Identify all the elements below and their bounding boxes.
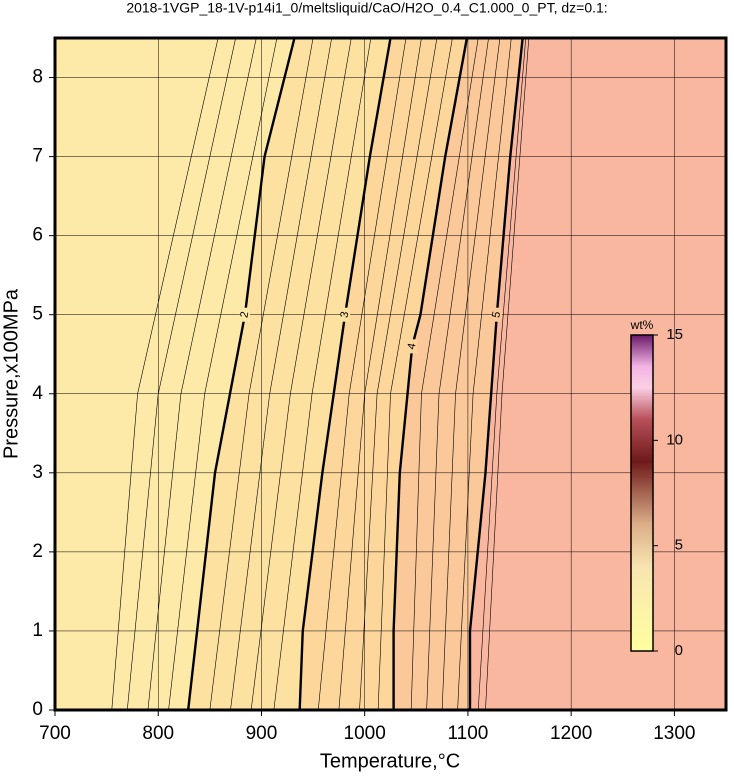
x-tick-label: 700 — [39, 723, 71, 744]
chart-title: 2018-1VGP_18-1V-p14i1_0/meltsliquid/CaO/… — [126, 0, 607, 16]
contour-line — [441, 38, 501, 710]
colorbar-tick-label: 0 — [675, 642, 683, 659]
contour-line — [485, 38, 530, 710]
contour-line — [317, 38, 407, 710]
y-tick-label: 6 — [32, 225, 43, 246]
contour-label: 4 — [406, 342, 419, 350]
contour-line — [468, 38, 524, 710]
contour-line — [426, 38, 489, 710]
colorbar-tick-label: 10 — [666, 431, 683, 448]
contour-line — [377, 38, 453, 710]
contour-line — [209, 38, 314, 710]
contour-line — [126, 38, 236, 710]
contour-label: 2 — [238, 311, 251, 319]
x-tick-label: 1000 — [344, 723, 386, 744]
x-tick-label: 1100 — [447, 723, 488, 744]
colorbar-tick-label: 5 — [675, 537, 683, 554]
contour-line — [410, 38, 479, 710]
x-tick-label: 1300 — [653, 723, 695, 744]
y-axis-label: Pressure,x100MPa — [0, 288, 22, 459]
contour-label-bg — [407, 339, 418, 354]
y-tick-label: 5 — [32, 304, 43, 325]
contour-line — [298, 38, 392, 710]
contour-line — [230, 38, 332, 710]
contour-fill — [55, 38, 295, 710]
y-tick-label: 1 — [32, 620, 43, 641]
y-tick-label: 3 — [32, 462, 43, 483]
x-tick-label: 800 — [142, 723, 174, 744]
plot-area: 5 4 3 2 — [55, 38, 726, 710]
contour-label-bg — [491, 307, 502, 322]
contour-line — [338, 38, 422, 710]
overlay: 700 800 900 1000 1100 1200 1300 0 1 2 3 4 5 6 7 8 wt% 0 5 1… — [32, 36, 728, 744]
contour-line — [111, 38, 219, 710]
y-tick-label: 4 — [32, 383, 43, 404]
contour-label: 5 — [490, 311, 503, 319]
x-tick-label: 900 — [246, 723, 278, 744]
contour-line — [250, 38, 352, 710]
contour-line — [147, 38, 257, 710]
colorbar-tick-label: 15 — [666, 326, 683, 343]
plot-frame — [53, 36, 728, 712]
contour-line — [457, 38, 512, 710]
contour-line — [168, 38, 278, 710]
y-tick-label: 8 — [32, 67, 43, 88]
x-tick-label: 1200 — [550, 723, 592, 744]
contour-line — [359, 38, 438, 710]
colorbar-label: wt% — [630, 318, 654, 332]
x-axis-label: Temperature,°C — [320, 750, 460, 772]
contour-label: 3 — [339, 311, 352, 319]
contour-label-bg — [239, 307, 250, 322]
contour-label-bg — [340, 307, 351, 322]
y-tick-label: 7 — [32, 146, 43, 167]
contour-line — [477, 38, 527, 710]
y-tick-label: 0 — [32, 699, 43, 720]
contour-line — [273, 38, 372, 710]
y-tick-label: 2 — [32, 541, 43, 562]
colorbar — [630, 334, 654, 652]
